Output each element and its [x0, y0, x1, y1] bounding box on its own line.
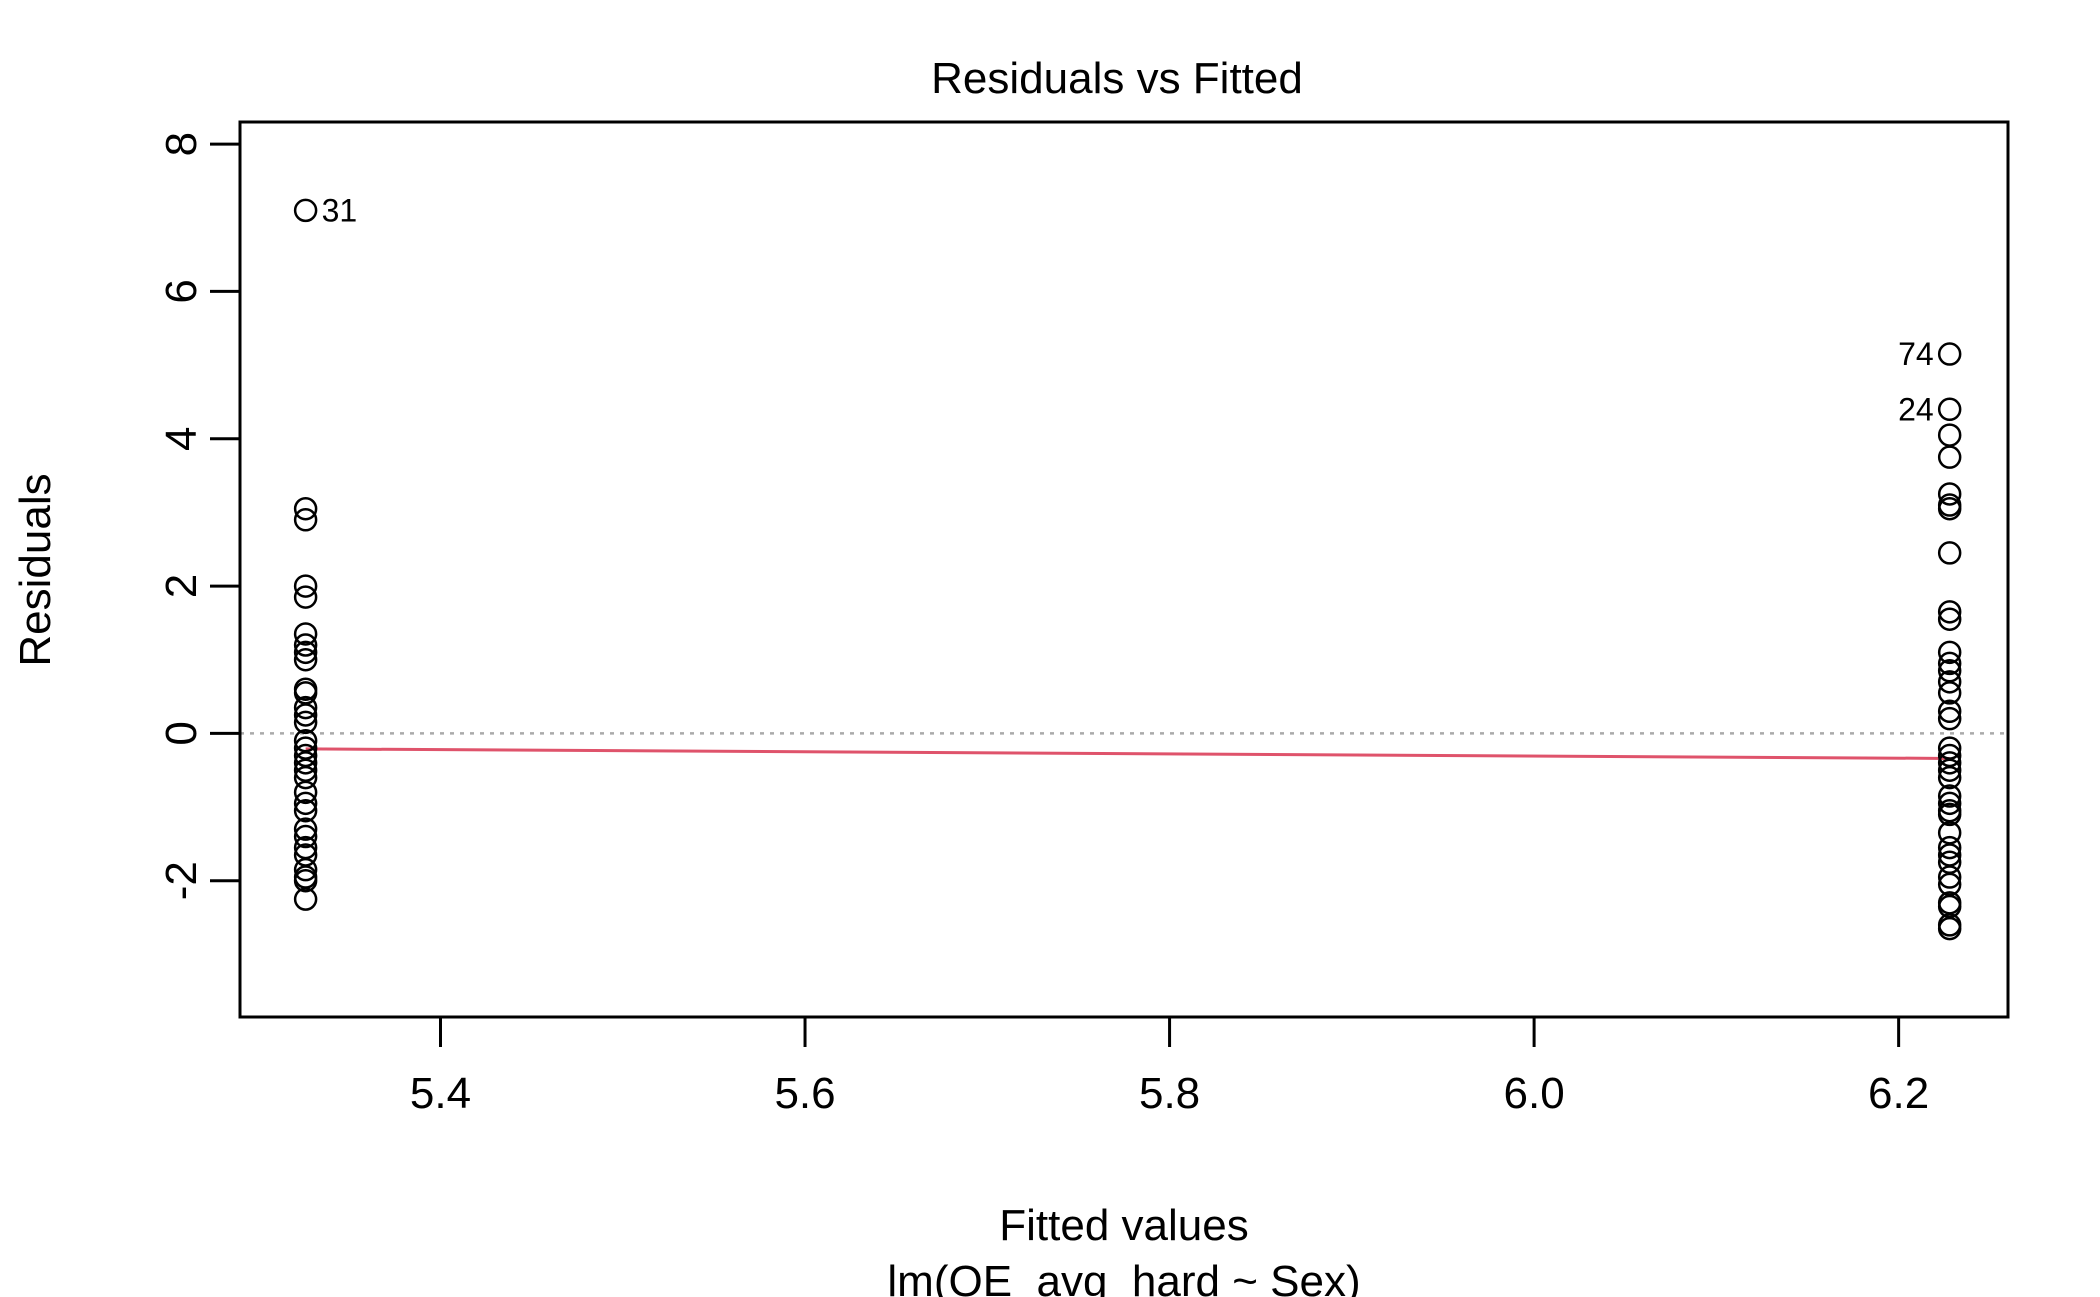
data-point	[1937, 699, 1962, 724]
data-point	[1937, 600, 1962, 624]
data-point	[293, 791, 318, 816]
data-point	[1937, 706, 1962, 731]
data-point	[1937, 482, 1962, 506]
data-point	[293, 633, 318, 657]
point-label: 31	[322, 192, 358, 228]
data-point	[293, 798, 318, 823]
data-point	[1937, 758, 1962, 782]
data-point	[293, 508, 318, 532]
point-label: 74	[1898, 336, 1934, 372]
y-tick-label: 0	[157, 721, 206, 745]
smoother-line	[305, 747, 1950, 760]
data-point	[1937, 916, 1962, 941]
y-tick-label: -2	[157, 861, 206, 900]
x-tick-label: 6.2	[1868, 1069, 1929, 1118]
data-point	[1937, 445, 1962, 469]
data-point	[293, 765, 318, 790]
data-point	[293, 857, 318, 882]
data-point	[1937, 835, 1962, 860]
data-point	[293, 710, 318, 735]
data-point	[1937, 784, 1962, 808]
data-point	[1937, 397, 1962, 422]
data-point	[1937, 865, 1962, 889]
x-tick-label: 6.0	[1504, 1069, 1565, 1118]
data-point	[293, 622, 318, 646]
data-point	[293, 695, 318, 720]
x-tick-label: 5.6	[774, 1069, 835, 1118]
point-label: 24	[1898, 391, 1934, 427]
data-point	[1937, 607, 1962, 631]
data-point	[293, 887, 318, 911]
y-tick-label: 4	[157, 427, 206, 451]
y-axis-label: Residuals	[11, 473, 60, 666]
data-point	[293, 647, 318, 672]
data-point	[293, 640, 318, 665]
y-tick-label: 6	[157, 279, 206, 303]
data-point	[1937, 802, 1962, 827]
y-tick-label: 2	[157, 574, 206, 598]
data-point	[1937, 541, 1962, 565]
data-point	[1937, 791, 1962, 816]
data-point	[293, 824, 318, 849]
data-point	[293, 496, 318, 521]
data-point	[1937, 640, 1962, 665]
data-point	[1937, 670, 1962, 694]
x-tick-label: 5.4	[410, 1069, 471, 1118]
chart-subtitle: lm(OE_avg_hard ~ Sex)	[887, 1257, 1360, 1297]
data-point	[293, 703, 318, 727]
data-point	[1937, 751, 1962, 775]
data-point	[293, 868, 318, 893]
y-tick-label: 8	[157, 132, 206, 156]
x-axis-label: Fitted values	[999, 1201, 1248, 1250]
data-point	[293, 198, 318, 223]
data-point	[293, 780, 318, 805]
data-point	[293, 574, 318, 598]
data-point	[1937, 765, 1962, 790]
data-point	[1937, 342, 1962, 366]
data-point	[1937, 496, 1962, 521]
data-point	[1937, 651, 1962, 676]
data-point	[293, 817, 318, 841]
data-point	[1937, 681, 1962, 705]
x-tick-label: 5.8	[1139, 1069, 1200, 1118]
data-point	[293, 585, 318, 609]
data-point	[293, 751, 318, 775]
chart-title: Residuals vs Fitted	[931, 54, 1303, 103]
